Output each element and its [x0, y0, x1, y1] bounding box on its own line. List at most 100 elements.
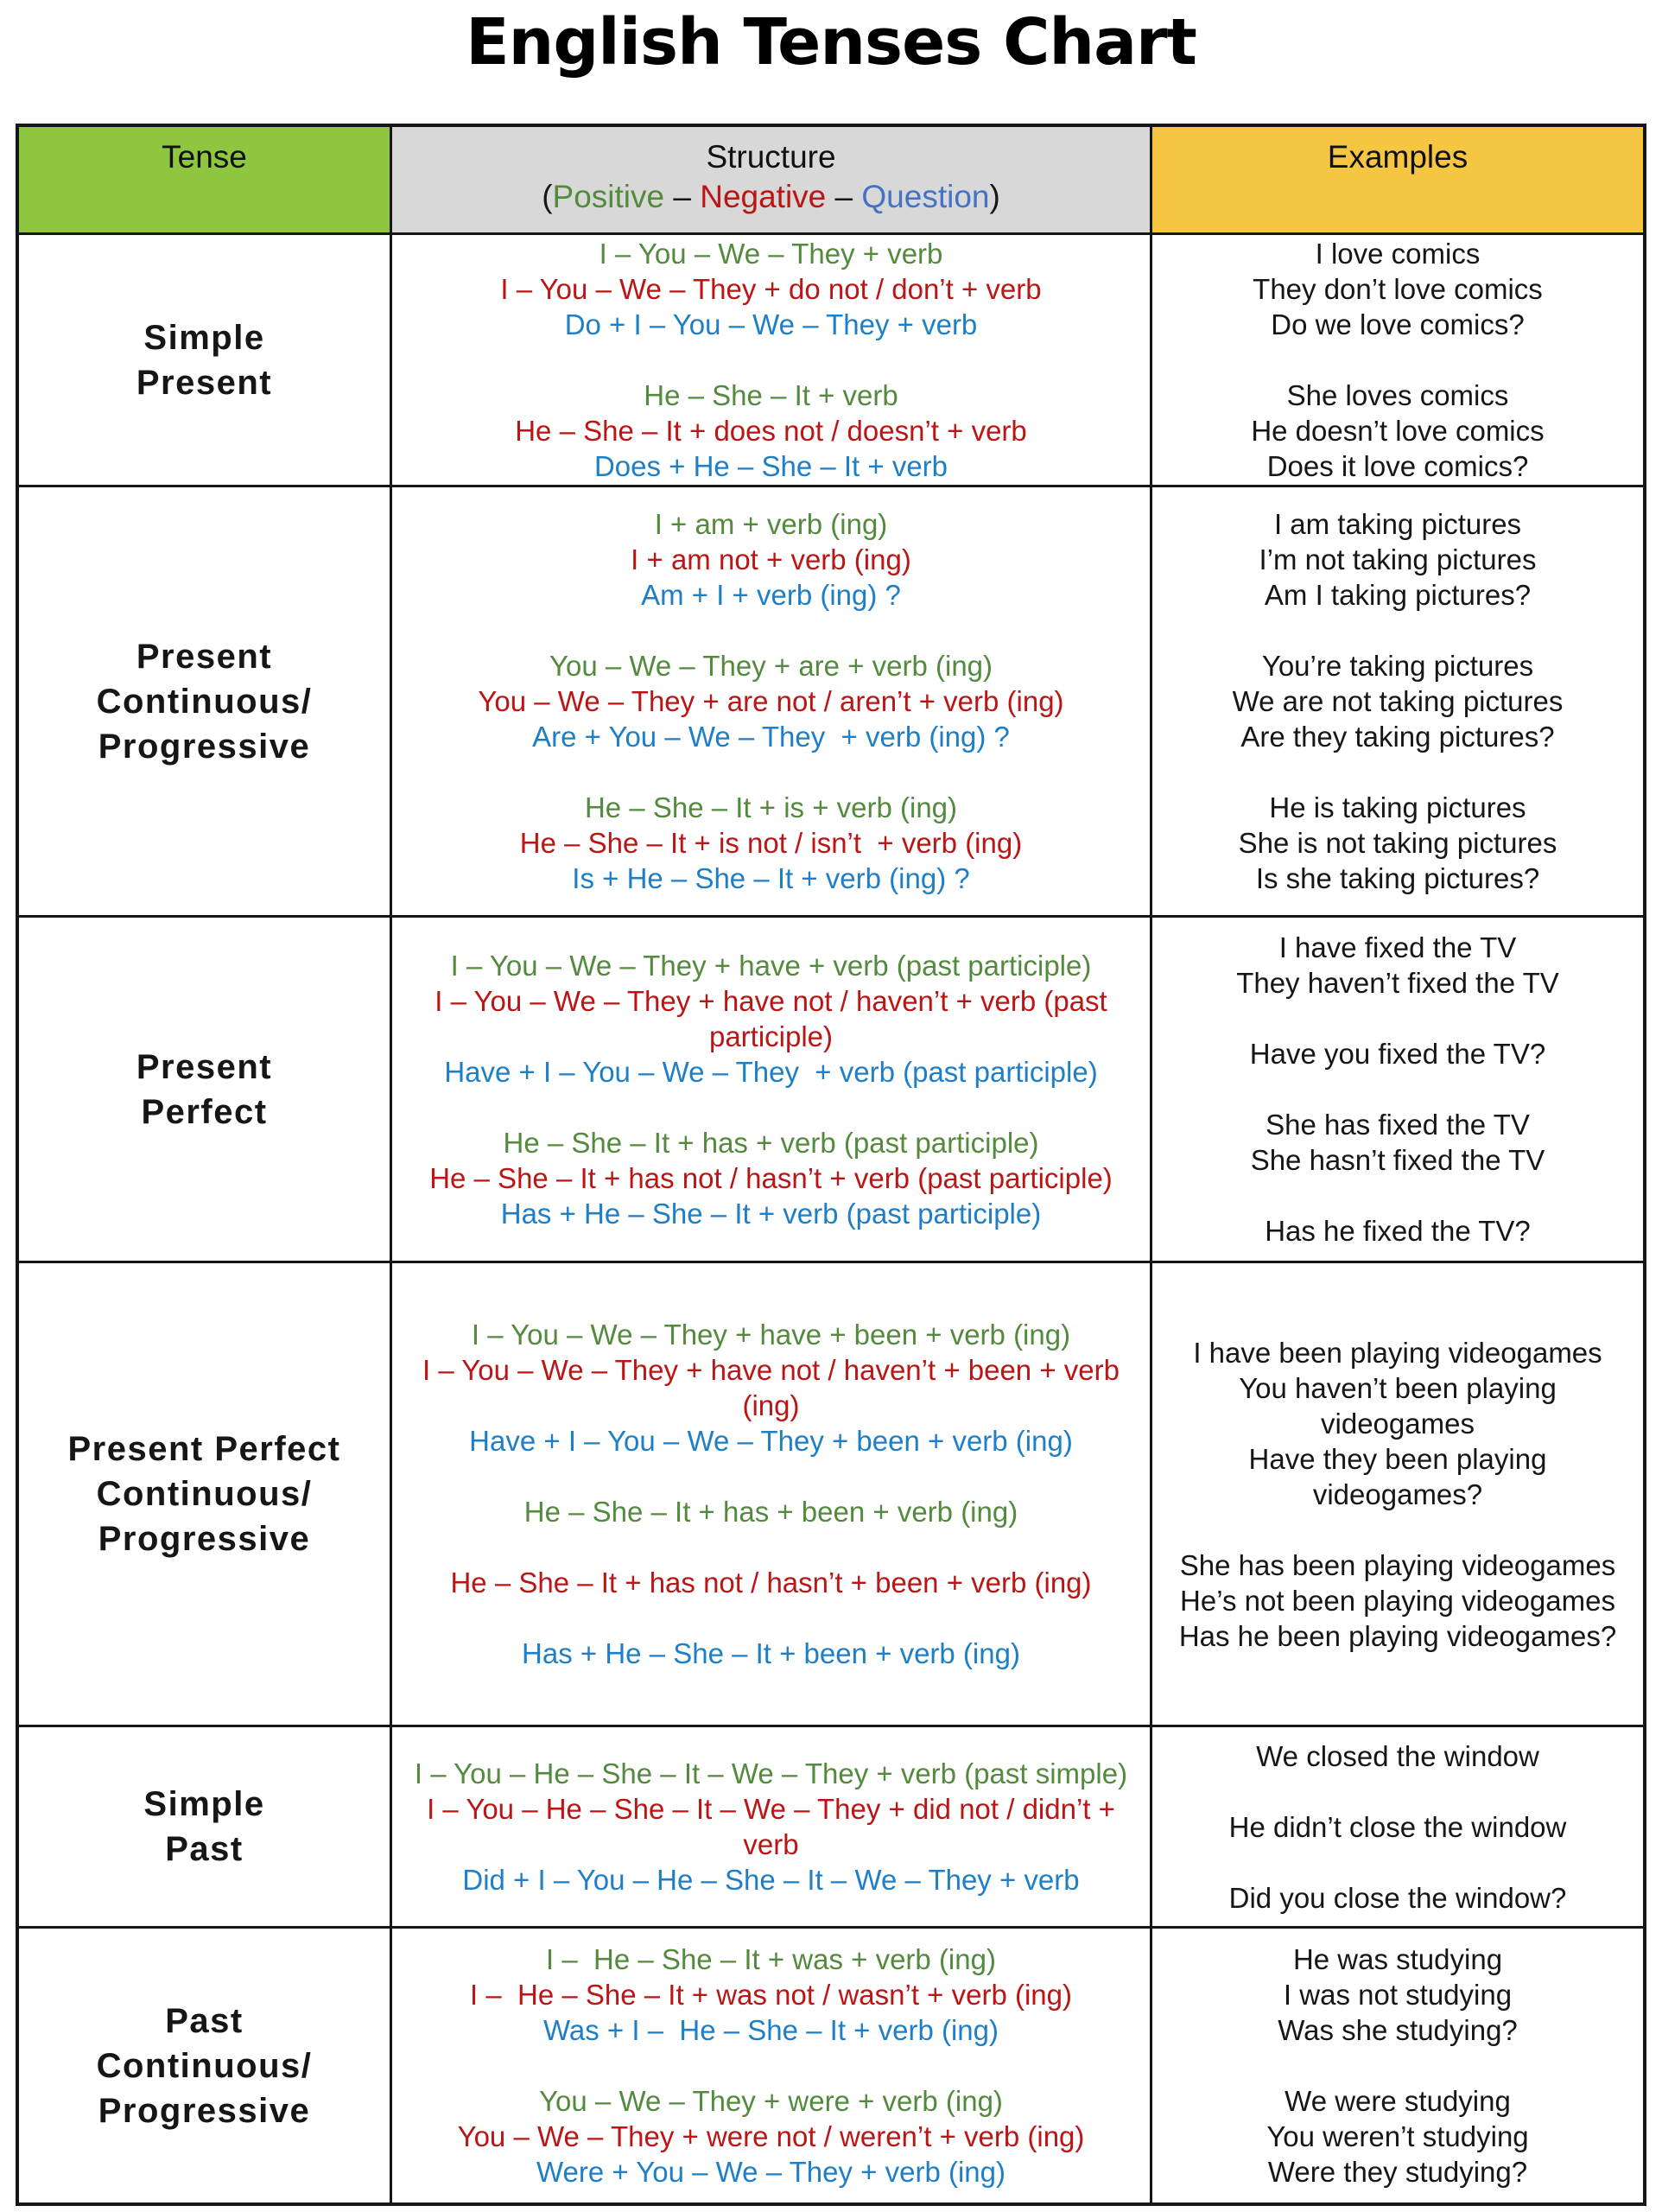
- example-line: Does it love comics?: [1266, 450, 1529, 482]
- structure-line-question: Have + I – You – We – They + verb (past …: [444, 1055, 1098, 1088]
- example-line: Have they been playing videogames?: [1248, 1442, 1555, 1510]
- structure-header-legend: (Positive – Negative – Question): [542, 177, 1000, 217]
- legend-paren-open: (: [542, 179, 553, 214]
- example-line: Was she studying?: [1278, 2014, 1518, 2046]
- example-line: I have been playing videogames: [1193, 1336, 1602, 1369]
- example-line: You haven’t been playing videogames: [1239, 1371, 1564, 1440]
- example-line: He doesn’t love comics: [1251, 415, 1545, 447]
- structure-line-positive: He – She – It + is + verb (ing): [584, 791, 958, 823]
- example-line: Do we love comics?: [1271, 308, 1525, 340]
- structure-line-question: Has + He – She – It + been + verb (ing): [522, 1637, 1020, 1669]
- example-line: Were they studying?: [1267, 2156, 1528, 2188]
- legend-paren-close: ): [989, 179, 1000, 214]
- structure-line-negative: You – We – They + are not / aren’t + ver…: [478, 685, 1064, 717]
- example-spacer: [1177, 1071, 1619, 1107]
- structure-spacer: [399, 754, 1143, 790]
- legend-negative: Negative: [700, 179, 827, 214]
- tense-label-line: Continuous/: [96, 2046, 313, 2085]
- example-line: She hasn’t fixed the TV: [1250, 1144, 1545, 1176]
- structure-line-positive: I – You – We – They + have + verb (past …: [450, 949, 1092, 982]
- structure-line-negative: You – We – They + were not / weren’t + v…: [457, 2120, 1085, 2152]
- tense-label-line: Present: [136, 363, 273, 402]
- example-line: Is she taking pictures?: [1255, 862, 1540, 894]
- example-spacer: [1177, 342, 1619, 378]
- example-spacer: [1177, 2048, 1619, 2083]
- examples-cell: I have fixed the TV They haven’t fixed th…: [1152, 915, 1643, 1261]
- structure-spacer: [399, 1529, 1143, 1565]
- example-line: You weren’t studying: [1266, 2120, 1529, 2152]
- structure-line-question: Am + I + verb (ing) ?: [641, 579, 901, 611]
- example-line: He didn’t close the window: [1228, 1810, 1567, 1843]
- structure-cell: I + am + verb (ing) I + am not + verb (in…: [392, 485, 1152, 915]
- example-spacer: [1177, 1845, 1619, 1880]
- structure-line-positive: I – You – We – They + verb: [599, 238, 943, 270]
- page-title: English Tenses Chart: [466, 5, 1197, 79]
- structure-line-question: Do + I – You – We – They + verb: [564, 308, 978, 340]
- example-line: She has fixed the TV: [1266, 1109, 1530, 1141]
- legend-positive: Positive: [552, 179, 665, 214]
- example-line: I love comics: [1315, 238, 1481, 270]
- structure-spacer: [399, 2048, 1143, 2083]
- structure-line-question: Does + He – She – It + verb: [593, 450, 948, 482]
- tense-cell: Present Perfect Continuous/Progressive: [19, 1261, 392, 1725]
- structure-line-negative: I – He – She – It + was not / wasn’t + v…: [469, 1979, 1072, 2011]
- structure-line-question: Is + He – She – It + verb (ing) ?: [572, 862, 970, 894]
- example-spacer: [1177, 754, 1619, 790]
- example-line: They don’t love comics: [1253, 273, 1543, 305]
- structure-cell: I – You – We – They + have + been + verb…: [392, 1261, 1152, 1725]
- structure-line-question: Was + I – He – She – It + verb (ing): [542, 2014, 999, 2046]
- examples-cell: I love comics They don’t love comics Do we…: [1152, 232, 1643, 485]
- tense-label-line: Present: [136, 1047, 273, 1086]
- example-line: We are not taking pictures: [1232, 685, 1564, 717]
- header-cell-tense: Tense: [19, 127, 392, 232]
- tense-label-line: Continuous/: [96, 1475, 313, 1513]
- tense-label-line: Continuous/: [96, 682, 313, 721]
- structure-line-negative: I – You – We – They + do not / don’t + v…: [500, 273, 1042, 305]
- example-line: I am taking pictures: [1273, 508, 1522, 540]
- structure-line-positive: You – We – They + were + verb (ing): [539, 2085, 1003, 2117]
- example-line: Has he fixed the TV?: [1265, 1215, 1531, 1247]
- example-line: He was studying: [1292, 1943, 1503, 1975]
- structure-line-negative: He – She – It + does not / doesn’t + ver…: [515, 415, 1027, 447]
- tense-label-line: Simple: [143, 318, 265, 357]
- example-line: Did you close the window?: [1228, 1881, 1567, 1914]
- structure-line-question: Were + You – We – They + verb (ing): [536, 2156, 1005, 2188]
- structure-spacer: [399, 342, 1143, 378]
- tense-label-line: Past: [165, 1830, 244, 1868]
- tenses-table: Tense Structure (Positive – Negative – Q…: [16, 124, 1646, 2206]
- structure-cell: I – You – We – They + have + verb (past …: [392, 915, 1152, 1261]
- example-line: He is taking pictures: [1269, 791, 1526, 823]
- example-line: They haven’t fixed the TV: [1236, 967, 1559, 999]
- structure-cell: I – You – He – She – It – We – They + ve…: [392, 1725, 1152, 1926]
- examples-cell: We closed the window He didn’t close the …: [1152, 1725, 1643, 1926]
- tense-label-line: Progressive: [98, 1520, 311, 1558]
- tense-cell: Present Perfect: [19, 915, 392, 1261]
- header-cell-structure: Structure (Positive – Negative – Questio…: [392, 127, 1152, 232]
- example-spacer: [1177, 1512, 1619, 1548]
- tense-label-line: Simple: [143, 1785, 265, 1823]
- structure-spacer: [399, 1090, 1143, 1125]
- structure-line-positive: He – She – It + has + been + verb (ing): [523, 1496, 1018, 1528]
- tense-label-line: Present: [136, 637, 273, 676]
- structure-line-question: Has + He – She – It + verb (past partici…: [500, 1197, 1042, 1230]
- example-spacer: [1177, 1001, 1619, 1036]
- structure-line-positive: I – You – He – She – It – We – They + ve…: [414, 1758, 1128, 1789]
- example-line: Are they taking pictures?: [1240, 721, 1555, 753]
- examples-cell: I am taking pictures I’m not taking pictu…: [1152, 485, 1643, 915]
- structure-line-question: Did + I – You – He – She – It – We – The…: [462, 1864, 1080, 1896]
- tense-header-label: Tense: [162, 139, 247, 175]
- example-line: Have you fixed the TV?: [1249, 1038, 1546, 1070]
- example-line: I have fixed the TV: [1278, 931, 1517, 963]
- structure-line-positive: He – She – It + has + verb (past partici…: [503, 1126, 1039, 1159]
- example-line: Am I taking pictures?: [1264, 579, 1532, 611]
- tense-label-line: Past: [165, 2001, 244, 2040]
- structure-line-positive: I + am + verb (ing): [654, 508, 888, 540]
- example-line: We closed the window: [1256, 1739, 1539, 1772]
- structure-line-negative: I + am not + verb (ing): [631, 543, 911, 575]
- example-spacer: [1177, 613, 1619, 648]
- structure-line-negative: I – You – He – She – It – We – They + di…: [427, 1793, 1124, 1860]
- example-line: Has he been playing videogames?: [1178, 1619, 1617, 1652]
- tense-label-line: Present Perfect: [67, 1430, 341, 1468]
- example-line: She has been playing videogames: [1179, 1548, 1616, 1581]
- structure-line-negative: He – She – It + is not / isn’t + verb (i…: [519, 827, 1023, 859]
